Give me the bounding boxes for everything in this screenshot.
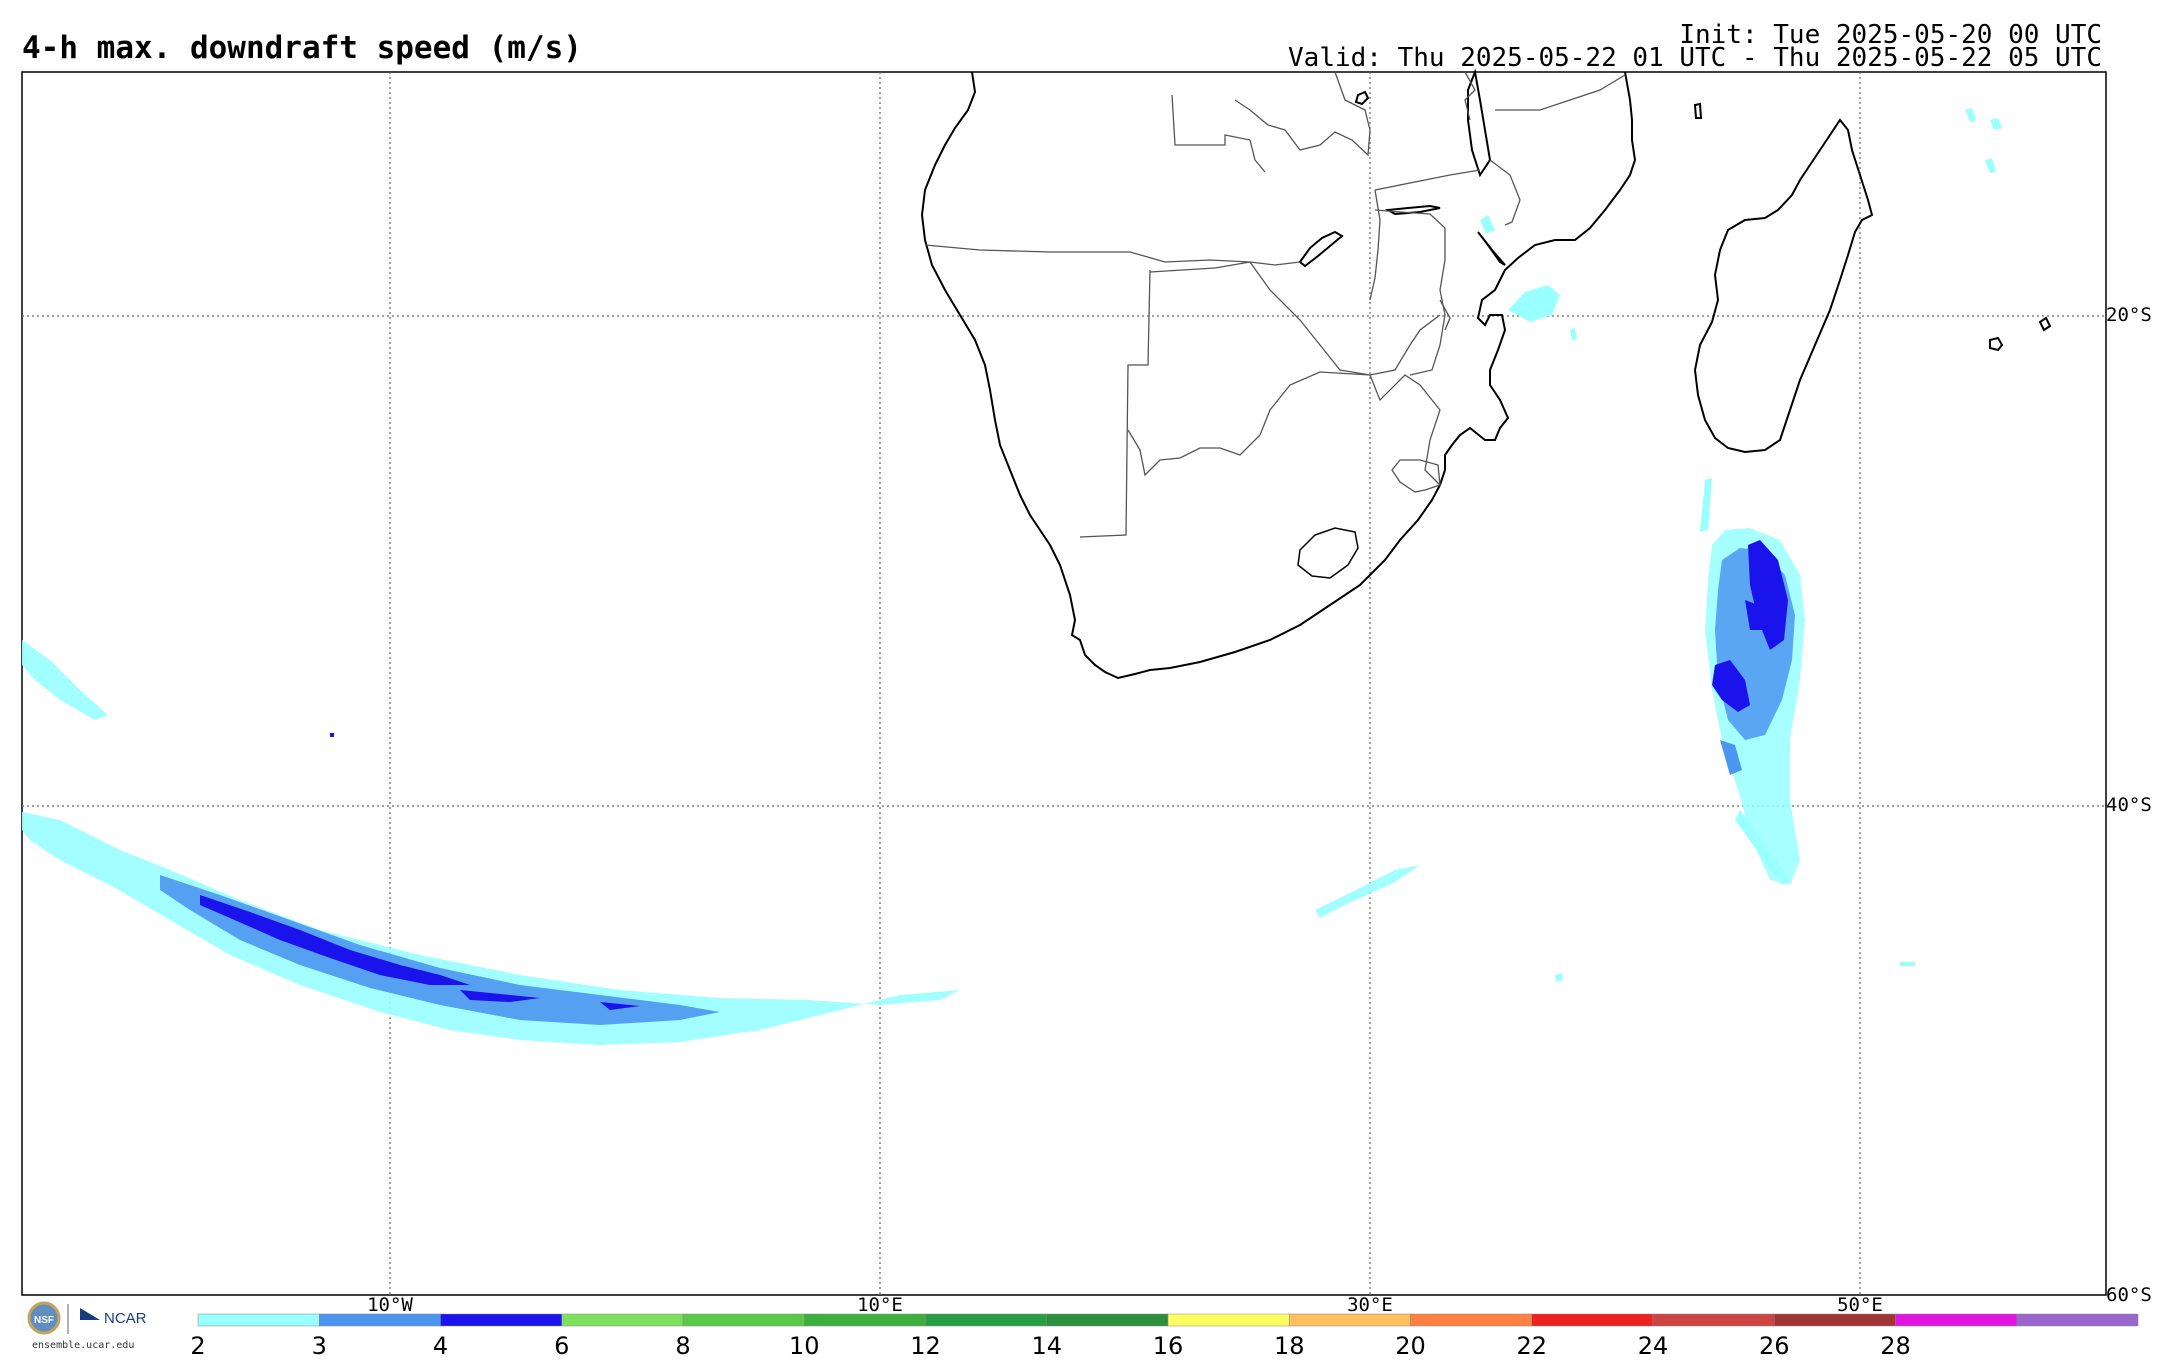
nsf-logo-icon [27, 1301, 61, 1335]
map-title: 4-h max. downdraft speed (m/s) [22, 30, 582, 66]
colorbar-segment [1046, 1313, 1169, 1327]
colorbar-segment [804, 1313, 926, 1327]
downdraft-cell-mozambique [1480, 108, 2002, 340]
colorbar-tick-label: 16 [1152, 1332, 1184, 1360]
colorbar-segment [197, 1313, 320, 1327]
logo-url: ensemble.ucar.edu [32, 1340, 135, 1351]
colorbar-segment [1167, 1313, 1290, 1327]
valid-time: Valid: Thu 2025-05-22 01 UTC - Thu 2025-… [1288, 43, 2102, 73]
colorbar-tick-label: 22 [1516, 1332, 1548, 1360]
africa-coastline [920, 71, 1637, 680]
colorbar-segment [2016, 1313, 2139, 1327]
reunion [1989, 336, 2004, 352]
nsf-badge: NSF [34, 1315, 54, 1326]
colorbar-tick-label: 18 [1273, 1332, 1305, 1360]
colorbar-segment [1410, 1313, 1532, 1327]
lesotho [1297, 527, 1359, 579]
colorbar [197, 1313, 2139, 1327]
colorbar-segment [561, 1313, 684, 1327]
lat-label-60s: 60°S [2106, 1284, 2152, 1306]
lake-kariba [1298, 230, 1344, 268]
colorbar-segment [1652, 1313, 1775, 1327]
lon-label-10w: 10°W [367, 1294, 413, 1316]
colorbar-tick-label: 20 [1395, 1332, 1426, 1360]
lon-label-10e: 10°E [857, 1294, 903, 1316]
colorbar-segment [440, 1313, 562, 1327]
downdraft-band-south-atlantic [22, 640, 1915, 1045]
lat-label-20s: 20°S [2106, 304, 2152, 326]
init-time: Init: Tue 2025-05-20 00 UTC [1679, 20, 2102, 50]
colorbar-tick-label: 4 [432, 1332, 449, 1360]
colorbar-tick-label: 26 [1758, 1332, 1790, 1360]
ncar-logo-icon [80, 1308, 100, 1320]
colorbar-segment [1895, 1313, 2017, 1327]
mauritius [2038, 316, 2052, 332]
colorbar-tick-label: 12 [910, 1332, 941, 1360]
colorbar-tick-label: 3 [311, 1332, 327, 1360]
colorbar-tick-label: 28 [1880, 1332, 1911, 1360]
nsf-ncar-logo: NSF [27, 1301, 100, 1335]
lon-label-50e: 50°E [1837, 1294, 1883, 1316]
colorbar-segment [1774, 1313, 1896, 1327]
comoros [1693, 102, 1703, 119]
lake-small [1354, 90, 1370, 106]
country-borders [924, 71, 1626, 538]
colorbar-tick-label: 10 [788, 1332, 820, 1360]
colorbar-tick-label: 24 [1637, 1332, 1669, 1360]
colorbar-segment [1289, 1313, 1411, 1327]
colorbar-segment [682, 1313, 805, 1327]
colorbar-tick-label: 6 [554, 1332, 570, 1360]
colorbar-segment [925, 1313, 1047, 1327]
colorbar-tick-label: 8 [675, 1332, 691, 1360]
colorbar-tick-label: 2 [190, 1332, 206, 1360]
ncar-label: NCAR [104, 1310, 147, 1327]
downdraft-cell-indian-ocean [1700, 478, 1805, 885]
lon-label-30e: 30°E [1347, 1294, 1393, 1316]
colorbar-tick-label: 14 [1031, 1332, 1063, 1360]
colorbar-segment [1531, 1313, 1654, 1327]
lake-cahora [1384, 204, 1441, 216]
lat-label-40s: 40°S [2106, 794, 2152, 816]
lake-tanganyika-tip [1477, 231, 1506, 266]
lake-malawi [1467, 68, 1492, 178]
colorbar-segment [319, 1313, 441, 1327]
madagascar [1693, 118, 1874, 454]
